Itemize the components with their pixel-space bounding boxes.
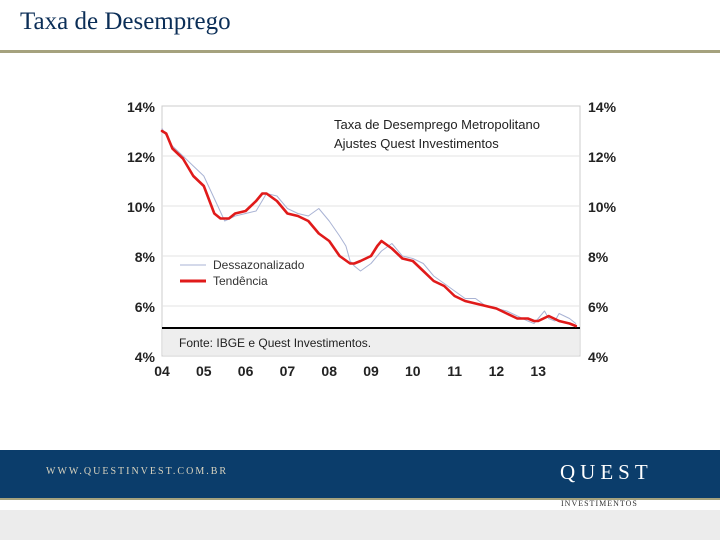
y-tick-right-label: 14% (588, 99, 617, 115)
chart-title-line-1: Taxa de Desemprego Metropolitano (334, 117, 540, 132)
bottom-strip (0, 510, 720, 540)
brand-subtitle: INVESTIMENTOS (561, 499, 638, 508)
y-tick-right-label: 8% (588, 249, 609, 265)
source-box (163, 328, 579, 355)
y-tick-left-label: 10% (127, 199, 156, 215)
unemployment-chart: 4% 6% 8% 10% 12% 14% 4% 6% 8% 10% 12% 14% 04 05 06 07… (127, 99, 617, 379)
x-axis: 04 05 06 07 08 09 10 11 12 13 (154, 363, 546, 379)
y-tick-right-label: 4% (588, 349, 609, 365)
footer-url[interactable]: WWW.QUESTINVEST.COM.BR (46, 466, 229, 477)
y-tick-left-label: 6% (135, 299, 156, 315)
x-tick-label: 06 (238, 363, 254, 379)
y-axis-left: 4% 6% 8% 10% 12% 14% (127, 99, 156, 365)
y-tick-left-label: 12% (127, 149, 156, 165)
y-tick-right-label: 6% (588, 299, 609, 315)
footer-band: WWW.QUESTINVEST.COM.BR QUEST (0, 450, 720, 498)
series-line-tendencia (160, 129, 578, 328)
legend-sa-label: Dessazonalizado (213, 258, 305, 272)
brand-logo: QUEST (560, 460, 653, 484)
y-tick-right-label: 12% (588, 149, 617, 165)
title-rule (0, 50, 720, 53)
legend-trend-label: Tendência (213, 274, 268, 288)
x-tick-label: 04 (154, 363, 170, 379)
source-note: Fonte: IBGE e Quest Investimentos. (179, 336, 371, 350)
series-line-dessazonalizado (161, 128, 577, 324)
y-axis-right: 4% 6% 8% 10% 12% 14% (588, 99, 617, 365)
series-lines (160, 128, 578, 328)
y-tick-right-label: 10% (588, 199, 617, 215)
x-tick-label: 08 (321, 363, 337, 379)
x-tick-label: 11 (447, 363, 462, 379)
y-tick-left-label: 4% (135, 349, 156, 365)
footer-divider (0, 498, 720, 500)
y-tick-left-label: 8% (135, 249, 156, 265)
chart-title-line-2: Ajustes Quest Investimentos (334, 136, 499, 151)
slide-title: Taxa de Desemprego (20, 8, 231, 35)
x-tick-label: 07 (280, 363, 296, 379)
x-tick-label: 12 (489, 363, 505, 379)
x-tick-label: 13 (530, 363, 546, 379)
x-tick-label: 10 (405, 363, 421, 379)
x-tick-label: 05 (196, 363, 212, 379)
x-tick-label: 09 (363, 363, 379, 379)
y-tick-left-label: 14% (127, 99, 156, 115)
